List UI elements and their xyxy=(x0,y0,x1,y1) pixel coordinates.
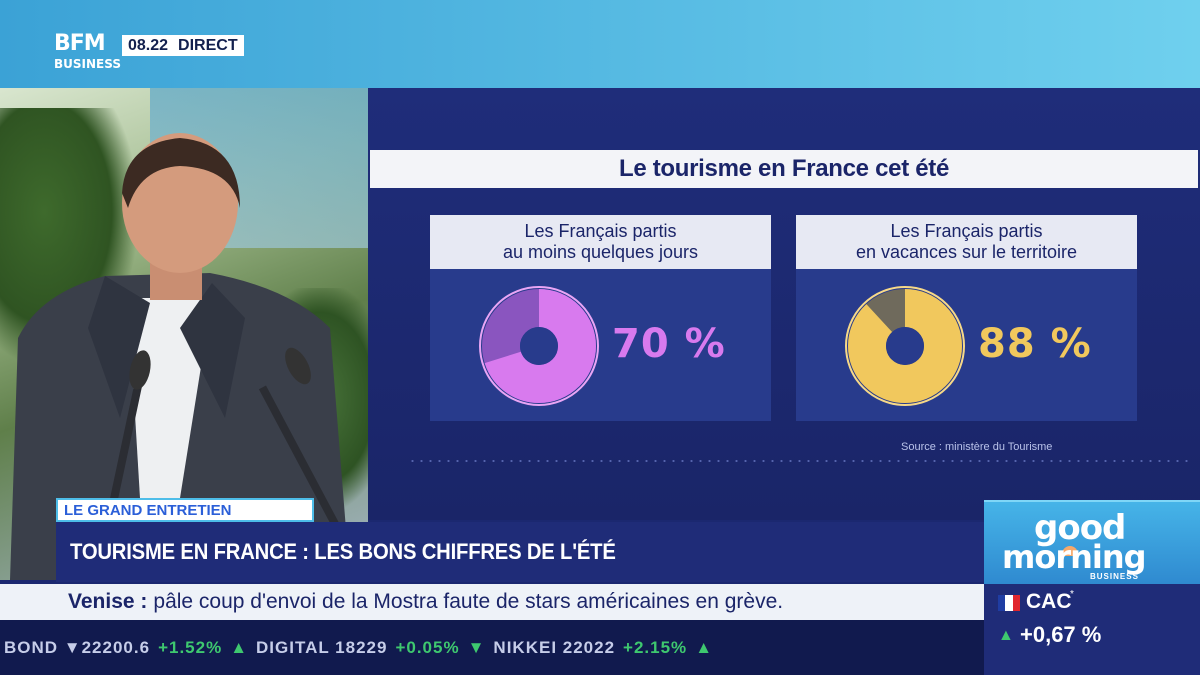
news-ticker: Venise : pâle coup d'envoi de la Mostra … xyxy=(0,584,984,620)
ticker-text: pâle coup d'envoi de la Mostra faute de … xyxy=(153,590,784,613)
donut-chart xyxy=(845,286,965,406)
logo-line1: BFM xyxy=(54,31,106,56)
channel-logo: BFM BUSINESS xyxy=(54,31,121,77)
dotted-divider xyxy=(408,460,1188,462)
stat-card-departures: Les Français partis au moins quelques jo… xyxy=(430,215,771,421)
donut-value-arc xyxy=(482,289,596,403)
market-strip: BOND ▼22200.6 +1.52% ▲ DIGITAL 18229 +0.… xyxy=(0,620,984,675)
percent-value: 70 % xyxy=(612,321,726,367)
market-index-panel: CAC * ▲ +0,67 % xyxy=(984,584,1200,675)
donut-hole xyxy=(520,327,558,365)
market-item: ▼ xyxy=(467,637,486,657)
card-label: Les Français partis en vacances sur le t… xyxy=(796,215,1137,269)
market-item: DIGITAL 18229 xyxy=(256,637,388,657)
show-logo-line2: morning xyxy=(1002,538,1147,576)
donut-hole xyxy=(886,327,924,365)
france-flag-icon xyxy=(998,595,1020,611)
clock-time: 08.22 xyxy=(128,36,169,54)
logo-line2: BUSINESS xyxy=(54,57,121,71)
index-footnote-mark: * xyxy=(1070,589,1074,600)
headline-banner: TOURISME EN FRANCE : LES BONS CHIFFRES D… xyxy=(56,522,984,582)
card-label: Les Français partis au moins quelques jo… xyxy=(430,215,771,269)
donut-outline xyxy=(479,286,599,406)
show-logo-good-morning: good morning BUSINESS xyxy=(984,500,1200,584)
card-label-line1: Les Français partis xyxy=(524,221,677,241)
card-body: 88 % xyxy=(796,269,1137,421)
card-label-line2: au moins quelques jours xyxy=(502,242,699,262)
market-item: ▲ xyxy=(695,637,714,657)
market-item: +0.05% xyxy=(395,637,460,657)
market-item: +2.15% xyxy=(623,637,688,657)
source-note: Source : ministère du Tourisme xyxy=(901,441,1053,453)
sun-icon xyxy=(1062,546,1078,556)
index-change: +0,67 % xyxy=(1020,622,1102,647)
market-item: BOND ▼22200.6 xyxy=(4,637,151,657)
donut-value-arc xyxy=(848,289,962,403)
show-logo-line3: BUSINESS xyxy=(1090,572,1139,581)
live-label: DIRECT xyxy=(178,36,238,54)
infographic-panel: Le tourisme en France cet été Les França… xyxy=(368,88,1200,520)
ticker-topic: Venise : xyxy=(68,590,148,613)
market-item: NIKKEI 22022 xyxy=(493,637,616,657)
percent-value: 88 % xyxy=(978,321,1092,367)
market-item: +1.52% xyxy=(158,637,223,657)
card-label-line2: en vacances sur le territoire xyxy=(855,242,1078,262)
card-label-line1: Les Français partis xyxy=(890,221,1043,241)
show-logo-line1: good xyxy=(1034,508,1126,548)
market-item: ▲ xyxy=(230,637,249,657)
infographic-title: Le tourisme en France cet été xyxy=(370,150,1198,188)
stat-card-domestic: Les Français partis en vacances sur le t… xyxy=(796,215,1137,421)
channel-top-bar: BFM BUSINESS 08.22 DIRECT xyxy=(0,0,1200,88)
up-arrow-icon: ▲ xyxy=(998,627,1014,644)
donut-outline xyxy=(845,286,965,406)
index-name: CAC xyxy=(1026,590,1072,613)
segment-tag: LE GRAND ENTRETIEN xyxy=(56,498,314,522)
live-clock: 08.22 DIRECT xyxy=(122,35,244,56)
card-body: 70 % xyxy=(430,269,771,421)
donut-chart xyxy=(479,286,599,406)
headline-text: TOURISME EN FRANCE : LES BONS CHIFFRES D… xyxy=(70,539,616,564)
